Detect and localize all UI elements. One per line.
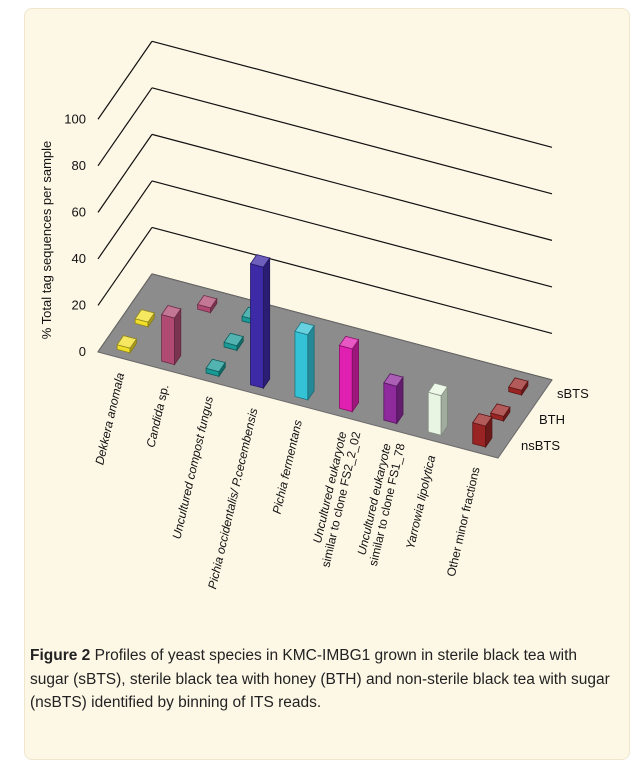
caption-text: Profiles of yeast species in KMC-IMBG1 g… [30,647,610,711]
gridline [151,40,553,148]
bar-top [508,377,529,391]
category-label-part: Uncultured compost fungus [170,395,217,540]
category-label-part: Other minor fractions [444,466,483,578]
category-label: Dekkera anomala [92,371,127,466]
bar-top [249,254,271,268]
y-tick-label: 20 [72,297,86,312]
side-gridline [97,227,153,306]
gridline [151,180,553,288]
series-label: BTH [539,412,565,427]
bar [383,373,404,425]
bar-top [427,382,449,397]
series-label: nsBTS [521,438,560,453]
bar-top [196,294,218,309]
category-label: Other minor fractions [444,466,483,578]
gridline [151,133,553,241]
side-gridline [97,134,153,213]
bar-top [472,413,493,427]
bar-top [116,335,138,349]
category-label: Yarrowia lipolytica [403,454,438,551]
bar-front [338,344,353,413]
y-axis-label: % Total tag sequences per sample [39,141,54,340]
y-tick-label: 80 [72,158,86,173]
bar-front [383,382,398,424]
bar-front [427,391,442,436]
bar [427,382,449,437]
series-label: sBTS [557,386,589,401]
bar-side [262,256,271,390]
bar [472,413,493,449]
y-tick-label: 0 [79,344,86,359]
bar-front [250,263,264,389]
y-tick-label: 60 [72,204,86,219]
bar-top [383,373,404,387]
bar-side [351,338,359,413]
bar-chart-3d: 0 20 40 60 80 100 % Total tag sequences per sa… [39,40,589,591]
bar-top [223,332,244,347]
caption-label: Figure 2 [30,647,91,664]
bar-side [307,324,315,402]
category-label-part: Pichia fermentans [270,419,305,516]
bar [205,358,226,378]
category-label: Candida sp. [144,383,172,449]
bar [249,254,271,390]
category-label-part: Yarrowia lipolytica [403,454,438,551]
y-tick-label: 40 [72,251,86,266]
side-gridline [97,87,153,167]
bar [160,305,182,366]
bar-top [205,358,226,373]
figure-caption: Figure 2 Profiles of yeast species in KM… [30,644,620,715]
bar [223,332,244,352]
bar [116,335,138,355]
bar [294,321,315,402]
category-label: Pichia occidentalis/ P.cecembensis [205,407,260,591]
bar [338,335,360,413]
category-label-part: Pichia occidentalis/ P.cecembensis [205,407,260,591]
bar [134,309,156,329]
bar-top [490,403,511,417]
gridline [151,87,553,195]
side-gridline [97,180,153,260]
bar-top [134,309,156,323]
category-label: Pichia fermentans [270,419,305,516]
category-label-part: sp. [154,383,172,405]
gridline [151,226,553,335]
bar-front [472,422,487,448]
y-tick-label: 100 [64,111,86,126]
bar-top [338,335,360,350]
category-label-part: Dekkera anomala [92,371,127,466]
category-label-part: Candida [144,402,168,449]
bar-front [294,330,309,401]
bar [508,377,529,397]
bar-top [160,305,182,319]
bar-front [161,314,175,366]
bar [490,403,511,423]
side-gridline [97,40,153,120]
bar-top [294,321,315,336]
category-label: Uncultured compost fungus [170,395,217,540]
bar [196,294,218,314]
